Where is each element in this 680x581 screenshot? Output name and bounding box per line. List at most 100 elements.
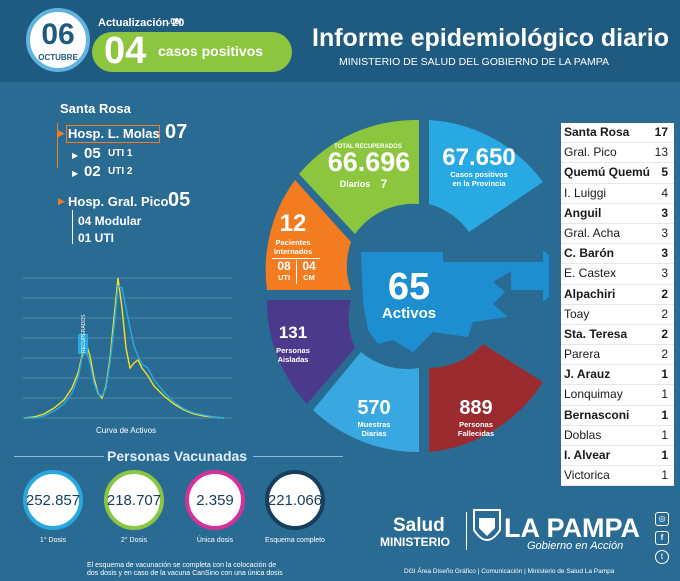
samples-value: 570 <box>357 397 391 419</box>
locality-name: Gral. Acha <box>564 225 621 240</box>
vaccination-note: El esquema de vacunación se completa con… <box>87 562 467 578</box>
stats-wheel <box>265 119 549 452</box>
hospitalized-label-line-2: Internados <box>273 247 313 256</box>
locality-name: Victorica <box>564 468 610 483</box>
table-row: Victorica 1 <box>561 466 674 487</box>
locality-name: Lonquimay <box>564 387 623 402</box>
vaccine-dose1-circle <box>23 470 83 530</box>
vaccine-complete-value: 221.066 <box>267 492 323 509</box>
molas-label: Hosp. L. Molas <box>68 126 160 141</box>
pico-modular: 04 Modular <box>78 214 142 228</box>
positives-label-line-2: en la Provincia <box>452 179 506 188</box>
molas-uti1-label: UTI 1 <box>108 148 133 159</box>
new-cases-number: 04 <box>104 30 147 72</box>
locality-name: Quemú Quemú <box>564 165 651 180</box>
molas-uti2-label: UTI 2 <box>108 166 133 177</box>
locality-name: Bernasconi <box>564 407 630 422</box>
locality-name: I. Alvear <box>564 448 611 462</box>
molas-total: 07 <box>165 121 188 143</box>
locality-cases: 3 <box>661 205 668 220</box>
active-label: Activos <box>381 305 437 322</box>
footer-credits: DGI Área Diseño Gráfico | Comunicación |… <box>404 568 615 575</box>
vaccine-dose1-label: 1° Dosis <box>39 537 67 544</box>
table-row: E. Castex 3 <box>561 264 674 285</box>
table-row: Quemú Quemú 5 <box>561 163 674 184</box>
chart-title: Curva de Activos <box>96 426 157 435</box>
divider <box>253 456 343 457</box>
table-row: Doblas 1 <box>561 426 674 446</box>
table-row: Parera 2 <box>561 345 674 366</box>
table-row: Gral. Pico 13 <box>561 143 674 164</box>
la-pampa-logo-text: LA PAMPA <box>504 513 640 543</box>
table-row: I. Alvear 1 <box>561 446 674 467</box>
locality-cases: 1 <box>661 407 668 422</box>
twitter-icon[interactable]: t <box>655 550 669 564</box>
locality-cases: 5 <box>661 165 668 180</box>
isolated-label-line-2: Aisladas <box>277 355 309 364</box>
arrow-right-icon <box>511 250 549 302</box>
molas-uti1-num: 05 <box>84 145 101 162</box>
locality-name: C. Barón <box>564 246 615 261</box>
page-subtitle: MINISTERIO DE SALUD DEL GOBIERNO DE LA P… <box>339 56 609 68</box>
daily-label: Diarios <box>339 179 371 189</box>
vaccine-single-value: 2.359 <box>196 492 234 509</box>
tree-line <box>57 123 60 168</box>
locality-cases: 4 <box>661 185 668 200</box>
locality-cases: 3 <box>661 266 668 281</box>
locality-cases: 3 <box>661 225 668 240</box>
locality-cases: 2 <box>661 347 668 362</box>
divider <box>296 260 297 284</box>
locality-name: Gral. Pico <box>564 145 617 160</box>
isolated-label-line-1: Personas <box>276 346 310 355</box>
province-map-shape <box>361 252 513 352</box>
new-cases-label: casos positivos <box>158 43 264 59</box>
peak-label: RECUPERADOS <box>81 314 87 353</box>
peak-marker <box>78 334 88 354</box>
pico-total: 05 <box>168 189 191 211</box>
pico-label: Hosp. Gral. Pico <box>68 194 169 209</box>
date-badge: 06 OCTUBRE <box>26 8 90 72</box>
locality-name: I. Luiggi <box>564 185 607 200</box>
locality-name: Toay <box>564 306 590 321</box>
table-row: Santa Rosa 17 <box>561 123 674 144</box>
vaccination-note-line-1: El esquema de vacunación se completa con… <box>87 562 277 569</box>
date-day: 06 <box>41 18 75 51</box>
samples-label-line-2: Diarias <box>361 429 387 438</box>
samples-segment <box>313 352 419 452</box>
city-label: Santa Rosa <box>60 101 131 116</box>
samples-label: Muestras Diarias <box>344 420 404 438</box>
locality-cases: 1 <box>661 387 668 402</box>
bullet-icon: ▶ <box>58 128 65 138</box>
isolated-label: Personas Aisladas <box>264 346 322 364</box>
new-cases-pill <box>92 32 292 72</box>
uti-value: 08 <box>277 259 291 273</box>
update-time: .00h <box>168 17 185 26</box>
molas-box <box>66 125 160 143</box>
date-month: OCTUBRE <box>38 53 78 62</box>
instagram-icon[interactable]: ◎ <box>655 512 669 526</box>
vaccination-title: Personas Vacunadas <box>107 448 248 464</box>
facebook-icon[interactable]: f <box>655 531 669 545</box>
active-curve-chart: RECUPERADOS <box>22 277 232 419</box>
table-row: C. Barón 3 <box>561 244 674 265</box>
table-row: J. Arauz 1 <box>561 365 674 386</box>
positives-label: Casos positivos en la Provincia <box>434 170 524 188</box>
hospitalized-value: 12 <box>279 210 307 237</box>
vaccine-dose2-value: 218.707 <box>106 492 162 509</box>
table-row: I. Luiggi 4 <box>561 184 674 204</box>
cm-value: 04 <box>302 259 316 273</box>
table-row: Bernasconi 1 <box>561 406 674 426</box>
recovered-segment <box>299 119 419 234</box>
pico-uti: 01 UTI <box>78 231 115 245</box>
locality-cases: 17 <box>654 125 668 139</box>
vaccine-single-label: Única dosis <box>196 537 234 544</box>
gobierno-slogan: Gobierno en Acción <box>527 540 624 552</box>
cases-by-locality-table: Santa Rosa 17 Gral. Pico 13 Quemú Quemú 5 I. L… <box>561 123 674 487</box>
vaccination-note-line-2: dos dosis y en caso de la vacuna CanSino… <box>87 570 283 577</box>
locality-cases: 3 <box>661 246 668 261</box>
table-row: Anguil 3 <box>561 204 674 224</box>
recovered-series-line <box>23 277 225 419</box>
hospitalized-label-line-1: Pacientes <box>275 238 311 247</box>
active-value: 65 <box>387 266 431 308</box>
locality-cases: 13 <box>654 145 668 160</box>
